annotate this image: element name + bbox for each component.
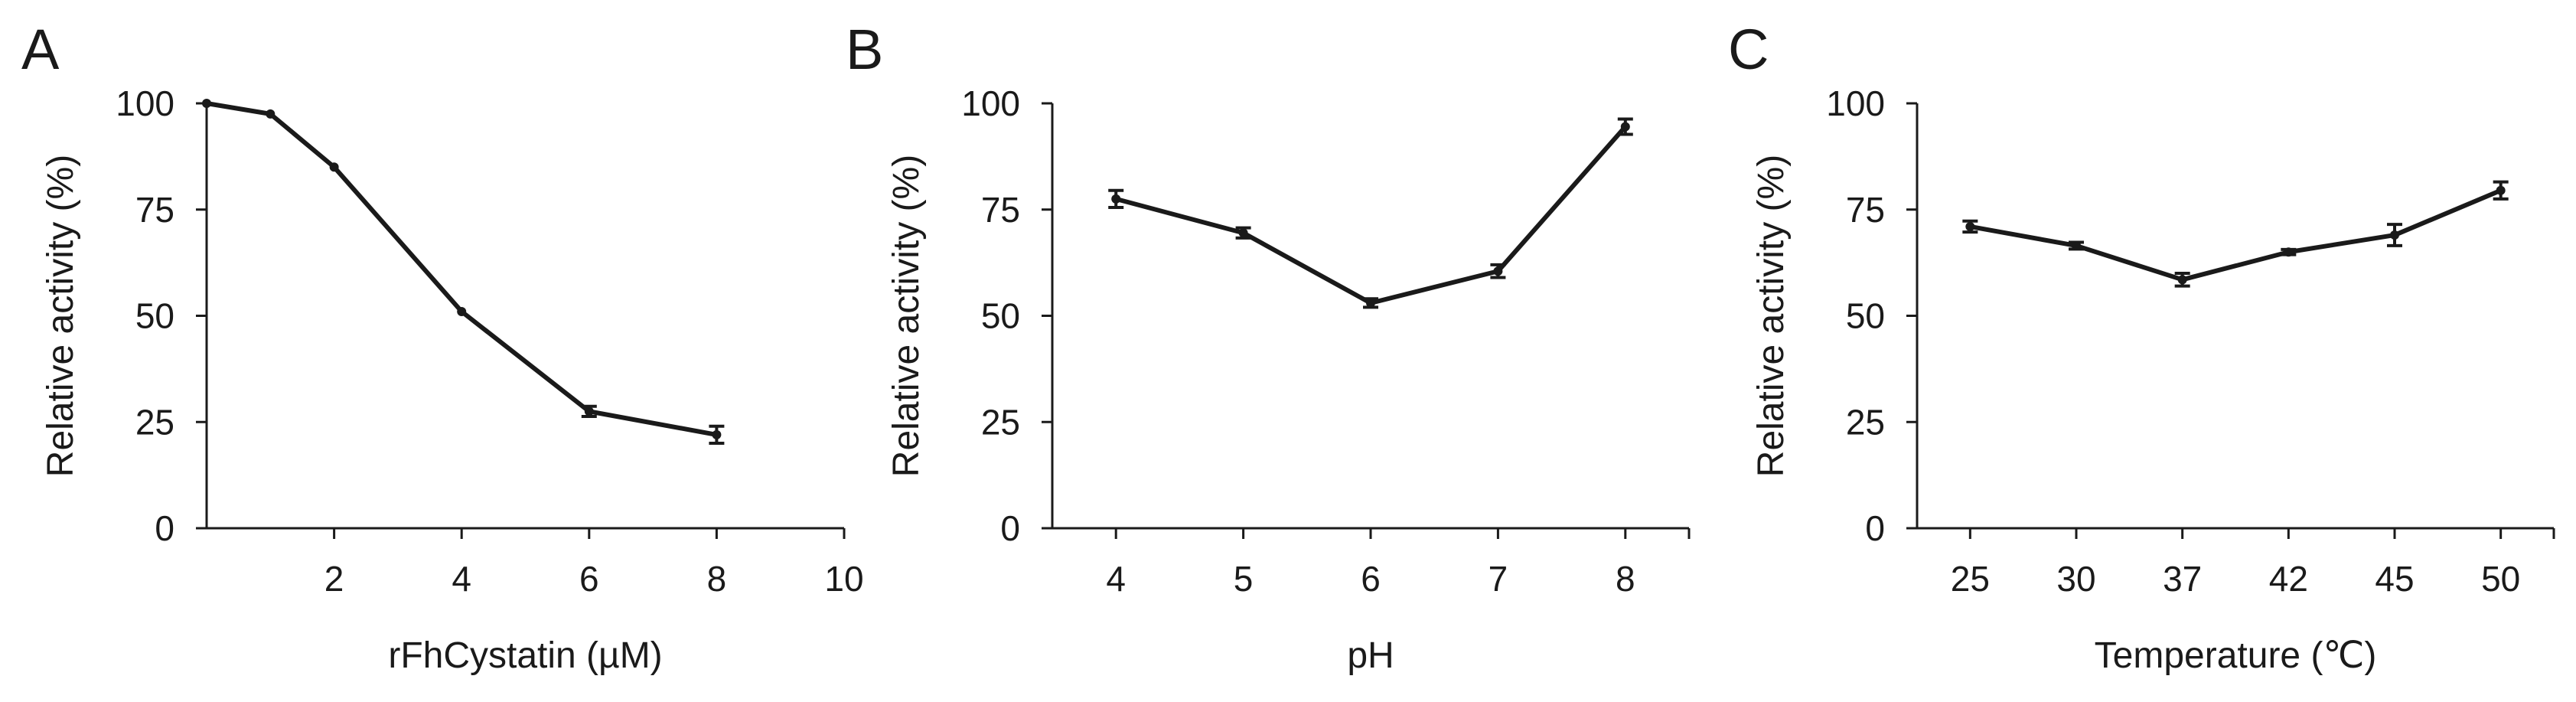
data-point: [2284, 247, 2294, 257]
panel-letter-a: A: [21, 18, 60, 81]
panel-b-chart: 0 25 50 75 100 4 5 6 7 8 pH Relative activity (%): [886, 83, 1691, 676]
y-tick-label: 0: [155, 508, 174, 548]
panel-c-chart: 0 25 50 75 100 25 30 37 42 45 50 Temperature (℃) Rel…: [1751, 83, 2555, 676]
x-axis-label: Temperature (℃): [2095, 635, 2377, 676]
x-tick-label: 10: [824, 559, 863, 599]
data-point: [2496, 185, 2506, 195]
x-tick-label: 25: [1951, 559, 1990, 599]
y-tick-label: 0: [1000, 508, 1020, 548]
y-tick-label: 100: [1826, 83, 1885, 123]
x-axis-label: pH: [1347, 635, 1394, 676]
data-point: [1620, 122, 1630, 132]
x-tick-label: 50: [2481, 559, 2520, 599]
y-tick-label: 75: [981, 190, 1020, 230]
x-tick-label: 6: [579, 559, 599, 599]
x-tick-label: 37: [2163, 559, 2202, 599]
data-point: [266, 109, 276, 119]
y-tick-label: 50: [1846, 296, 1885, 336]
series-line: [1115, 125, 1628, 305]
data-point: [1965, 221, 1975, 231]
y-tick-label: 100: [116, 83, 174, 123]
y-tick-label: 25: [135, 402, 174, 442]
data-point: [1111, 194, 1121, 204]
data-point: [202, 99, 211, 108]
x-tick-label: 6: [1361, 559, 1381, 599]
series-line: [206, 101, 717, 437]
data-point: [1366, 298, 1375, 308]
x-tick-label: 45: [2375, 559, 2414, 599]
y-axis-label: Relative activity (%): [1751, 155, 1792, 477]
data-point: [1238, 228, 1248, 238]
x-tick-label: 30: [2056, 559, 2095, 599]
x-axis-label: rFhCystatin (µM): [388, 635, 662, 676]
y-tick-label: 75: [1846, 190, 1885, 230]
data-point: [712, 429, 722, 439]
y-tick-label: 100: [961, 83, 1020, 123]
panel-letter-c: C: [1728, 18, 1769, 81]
y-tick-label: 50: [135, 296, 174, 336]
data-point: [1493, 266, 1503, 276]
data-point: [584, 407, 594, 416]
data-point: [2177, 275, 2187, 285]
data-point: [2390, 230, 2399, 240]
y-axis-label: Relative activity (%): [886, 155, 927, 477]
x-tick-label: 4: [452, 559, 471, 599]
data-point: [2072, 240, 2081, 250]
panel-letter-b: B: [846, 18, 883, 81]
x-tick-label: 8: [707, 559, 727, 599]
x-tick-label: 42: [2269, 559, 2308, 599]
x-tick-label: 7: [1489, 559, 1508, 599]
y-tick-label: 50: [981, 296, 1020, 336]
y-tick-label: 0: [1865, 508, 1885, 548]
y-tick-label: 75: [135, 190, 174, 230]
data-point: [329, 162, 339, 172]
data-point: [457, 306, 467, 316]
x-tick-label: 5: [1234, 559, 1254, 599]
x-tick-label: 4: [1106, 559, 1126, 599]
series-line: [1969, 188, 2502, 282]
y-tick-label: 25: [981, 402, 1020, 442]
y-axis-label: Relative activity (%): [41, 155, 81, 477]
x-tick-label: 8: [1616, 559, 1635, 599]
y-tick-label: 25: [1846, 402, 1885, 442]
x-tick-label: 2: [324, 559, 344, 599]
panel-a-chart: 0 25 50 75 100 2 4 6 8 10 rFhCystatin (µM) Relative…: [41, 83, 864, 676]
